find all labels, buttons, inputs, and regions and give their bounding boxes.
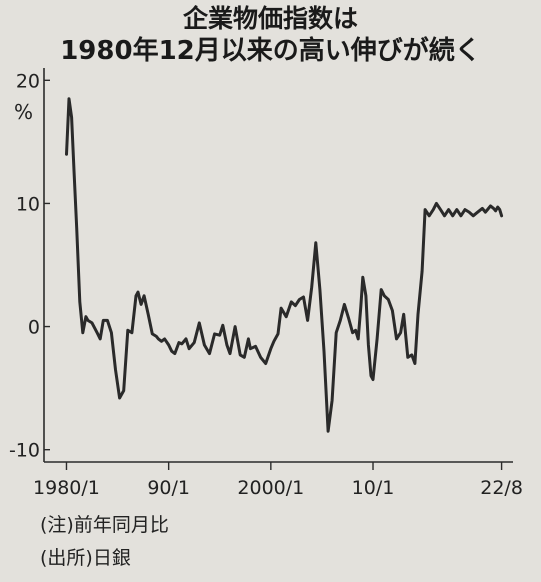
chart-title-line2: 1980年12月以来の高い伸びが続く [60, 36, 481, 66]
footnote-note: (注)前年同月比 [40, 514, 169, 536]
y-tick-label: 10 [16, 193, 40, 215]
y-tick-label: 20 [16, 70, 40, 92]
y-tick-label: -10 [9, 440, 40, 462]
y-tick-label: 0 [28, 317, 40, 339]
x-tick-label: 90/1 [147, 477, 190, 499]
x-tick-label: 10/1 [352, 477, 395, 499]
chart-title-line1: 企業物価指数は [182, 4, 358, 33]
series-line [65, 97, 504, 433]
footnote-source: (出所)日銀 [40, 547, 131, 569]
x-tick-label: 1980/1 [33, 477, 100, 499]
x-tick-label: 22/8 [480, 477, 523, 499]
x-tick-label: 2000/1 [237, 477, 304, 499]
y-unit-label: % [14, 100, 33, 124]
